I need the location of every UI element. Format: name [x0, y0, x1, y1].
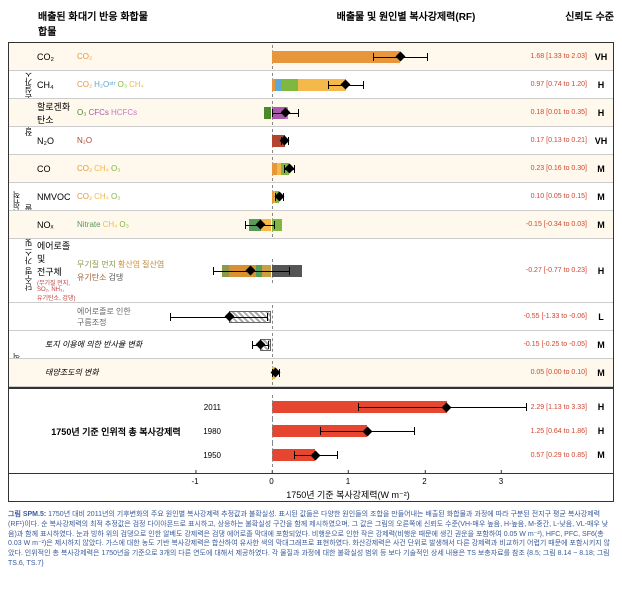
axis-tick: 1	[346, 477, 350, 486]
drivers: CO₂ CH₄ O₃	[77, 164, 195, 173]
value-text: 1.68 [1.33 to 2.03]	[501, 53, 589, 60]
row-label: 태양조도의 변화	[9, 367, 195, 378]
year-label: 1950	[195, 451, 225, 460]
total-bar-area	[195, 419, 501, 443]
data-row: 태양조도의 변화 0.05 [0.00 to 0.10] M	[9, 359, 613, 387]
value-text: -0.15 [-0.34 to 0.03]	[501, 221, 589, 228]
value-text: 0.17 [0.13 to 0.21]	[501, 137, 589, 144]
value-text: 0.18 [0.01 to 0.35]	[501, 109, 589, 116]
bar-segment	[281, 79, 299, 91]
bar-area	[195, 185, 501, 209]
value-text: -0.55 [-1.33 to -0.06]	[501, 313, 589, 320]
total-conf: M	[589, 450, 613, 460]
axis-tick: 3	[499, 477, 503, 486]
value-text: -0.15 [-0.25 to -0.05]	[501, 341, 589, 348]
confidence-level: M	[589, 368, 613, 378]
compound-label: NOₓ	[9, 220, 77, 230]
total-conf: H	[589, 426, 613, 436]
drivers: N₂O	[77, 136, 195, 145]
bar-area	[195, 157, 501, 181]
error-bar	[170, 317, 267, 318]
total-section: 2011 2.29 [1.13 to 3.33] H 1750년 기준 인위적 …	[9, 387, 613, 473]
header-conf: 신뢰도 수준	[554, 8, 614, 38]
total-row: 2011 2.29 [1.13 to 3.33] H	[9, 395, 613, 419]
total-conf: H	[589, 402, 613, 412]
drivers: 무기질 먼지 황산염 질산염 유기탄소 검댕	[77, 259, 195, 283]
data-row: 에어로졸 및전구체(무기질 먼지,SO₂, NH₃,유기탄소, 검댕)무기질 먼…	[9, 239, 613, 303]
caption-body: 1750년 대비 2011년의 기후변화의 주요 원인별 복사강제력 추정값과 …	[8, 511, 610, 567]
bar-area	[195, 333, 501, 357]
total-value: 0.57 [0.29 to 0.85]	[501, 452, 589, 459]
drivers: CO₂ H₂Oˢᵗʳ O₃ CH₄	[77, 80, 195, 89]
bar-area	[195, 101, 501, 125]
header-rf: 배출물 및 원인별 복사강제력(RF)	[198, 8, 554, 38]
value-text: 0.05 [0.00 to 0.10]	[501, 369, 589, 376]
confidence-level: VH	[589, 52, 613, 62]
data-row: 할로겐화탄소O₃ CFCs HCFCs 0.18 [0.01 to 0.35] …	[9, 99, 613, 127]
confidence-level: M	[589, 192, 613, 202]
year-label: 1980	[195, 427, 225, 436]
row-label: 토지 이용에 의한 반사율 변화	[9, 339, 195, 350]
bar-area	[195, 73, 501, 97]
bar-segment	[264, 107, 272, 119]
compound-label: CO	[9, 164, 77, 174]
x-axis: 3 2 1 0 -1 1750년 기준 복사강제력(W m⁻²)	[9, 473, 613, 501]
caption: 그림 SPM.5: 1750년 대비 2011년의 기후변화의 주요 원인별 복…	[8, 510, 614, 569]
chart-container: 인위적자연적잘혼합된 온실가스단수명 가스 및 에어로졸 CO₂CO₂ 1.68…	[8, 42, 614, 502]
drivers: O₃ CFCs HCFCs	[77, 108, 195, 117]
year-label: 2011	[195, 403, 225, 412]
drivers: CO₂ CH₄ O₃	[77, 192, 195, 201]
bar-area	[195, 45, 501, 69]
bar-area	[195, 259, 501, 283]
data-row: 에어로졸로 인한구름조정 -0.55 [-1.33 to -0.06] L	[9, 303, 613, 331]
compound-label: CH₄	[9, 80, 77, 90]
value-text: 0.23 [0.16 to 0.30]	[501, 165, 589, 172]
drivers: CO₂	[77, 52, 195, 61]
confidence-level: M	[589, 164, 613, 174]
total-bar-area	[195, 395, 501, 419]
drivers: Nitrate CH₄ O₃	[77, 220, 195, 229]
header-row: 배출된 화합물 대기 반응 화합물 배출물 및 원인별 복사강제력(RF) 신뢰…	[8, 8, 614, 38]
compound-label: 에어로졸 및전구체(무기질 먼지,SO₂, NH₃,유기탄소, 검댕)	[9, 239, 77, 302]
confidence-level: M	[589, 340, 613, 350]
value-text: 0.10 [0.05 to 0.15]	[501, 193, 589, 200]
data-row: COCO₂ CH₄ O₃ 0.23 [0.16 to 0.30] M	[9, 155, 613, 183]
total-label: 1750년 기준 인위적 총 복사강제력	[9, 425, 195, 438]
axis-label: 1750년 기준 복사강제력(W m⁻²)	[195, 488, 501, 501]
confidence-level: H	[589, 80, 613, 90]
data-row: CH₄CO₂ H₂Oˢᵗʳ O₃ CH₄ 0.97 [0.74 to 1.20]…	[9, 71, 613, 99]
confidence-level: H	[589, 108, 613, 118]
data-row: N₂ON₂O 0.17 [0.13 to 0.21] VH	[9, 127, 613, 155]
data-row: NOₓNitrate CH₄ O₃ -0.15 [-0.34 to 0.03] …	[9, 211, 613, 239]
confidence-level: L	[589, 312, 613, 322]
total-row: 1750년 기준 인위적 총 복사강제력 1980 1.25 [0.64 to …	[9, 419, 613, 443]
total-row: 1950 0.57 [0.29 to 0.85] M	[9, 443, 613, 467]
confidence-level: VH	[589, 136, 613, 146]
header-drivers: 대기 반응 화합물	[78, 8, 198, 38]
caption-title: 그림 SPM.5:	[8, 511, 46, 518]
compound-label: CO₂	[9, 52, 77, 62]
total-bar-area	[195, 443, 501, 467]
total-value: 1.25 [0.64 to 1.86]	[501, 428, 589, 435]
data-row: NMVOCCO₂ CH₄ O₃ 0.10 [0.05 to 0.15] M	[9, 183, 613, 211]
bar-area	[195, 361, 501, 385]
value-text: -0.27 [-0.77 to 0.23]	[501, 267, 589, 274]
data-row: CO₂CO₂ 1.68 [1.33 to 2.03] VH	[9, 43, 613, 71]
value-text: 0.97 [0.74 to 1.20]	[501, 81, 589, 88]
data-row: 토지 이용에 의한 반사율 변화 -0.15 [-0.25 to -0.05] …	[9, 331, 613, 359]
axis-tick: 2	[422, 477, 426, 486]
compound-label: NMVOC	[9, 192, 77, 202]
header-emitted: 배출된 화합물	[8, 8, 78, 38]
compound-label: 할로겐화탄소	[9, 100, 77, 126]
axis-tick: 0	[269, 477, 273, 486]
bar-area	[195, 213, 501, 237]
bar-area	[195, 129, 501, 153]
confidence-level: H	[589, 266, 613, 276]
axis-tick: -1	[191, 477, 198, 486]
compound-label: N₂O	[9, 136, 77, 146]
confidence-level: M	[589, 220, 613, 230]
bar-area	[195, 305, 501, 329]
